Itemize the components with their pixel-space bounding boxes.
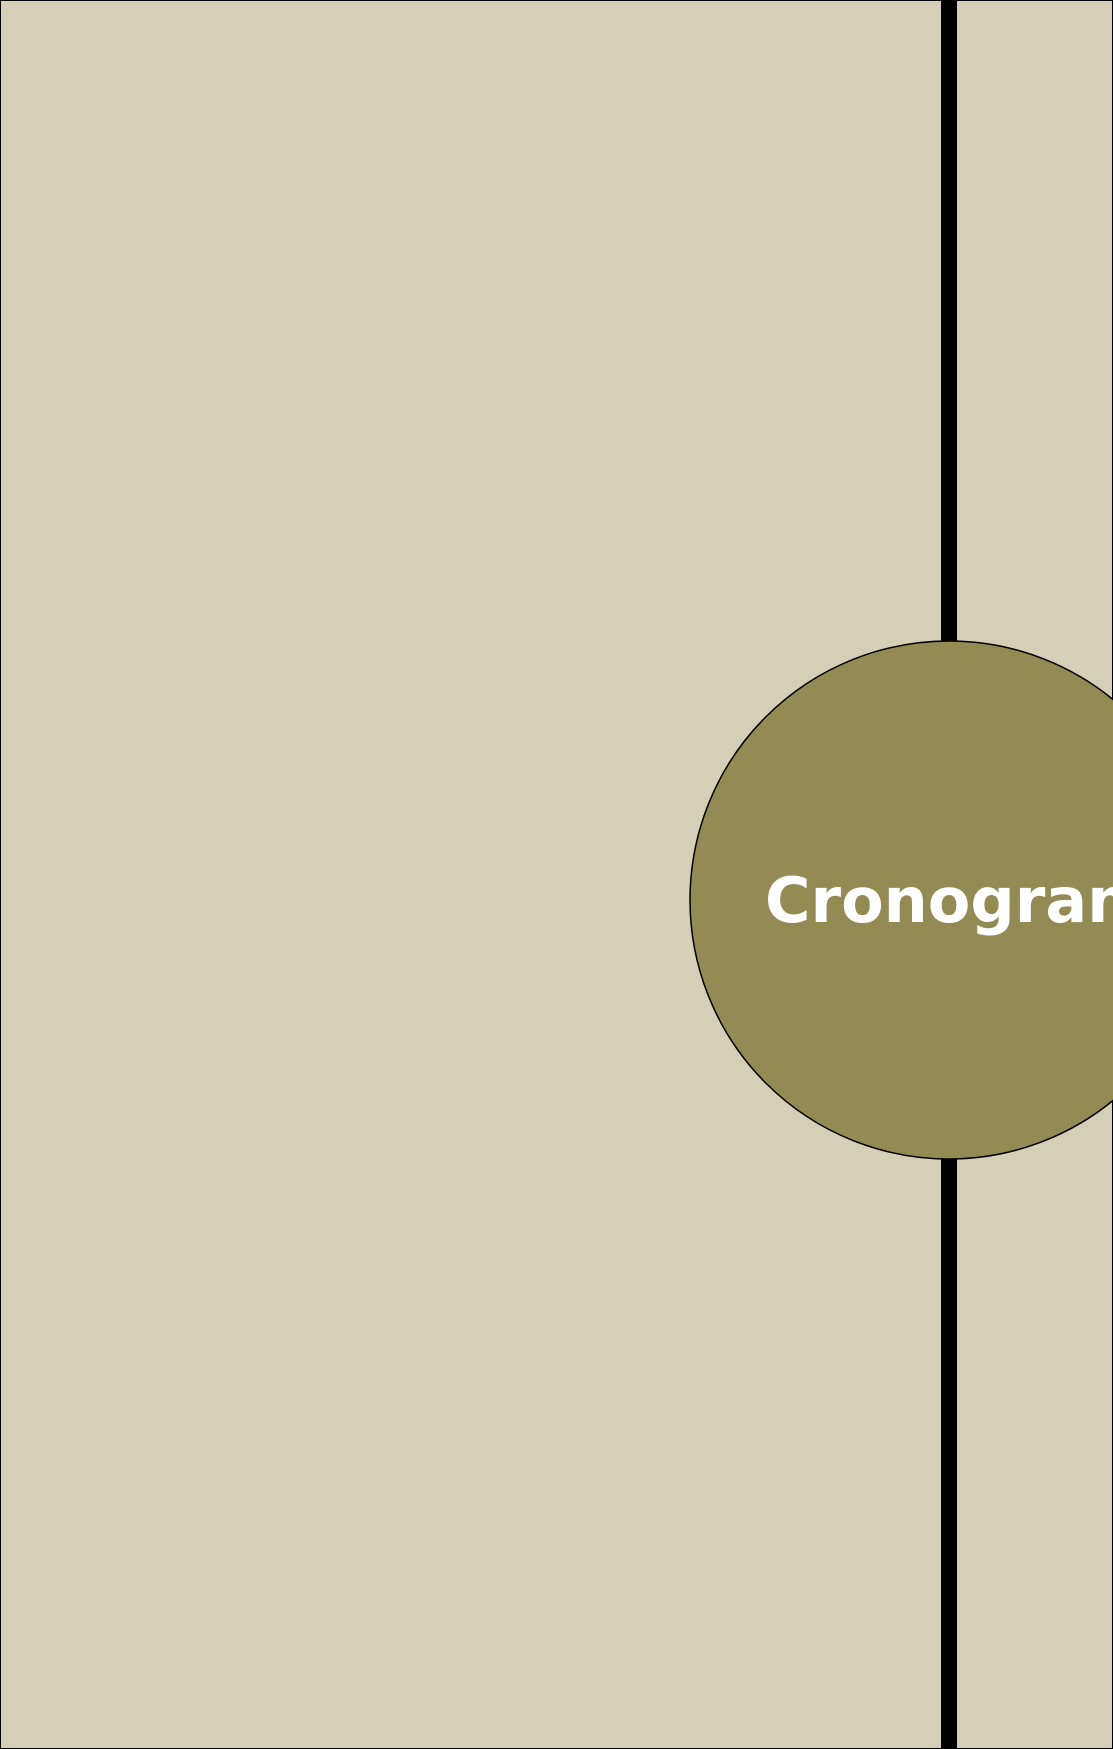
title-circle <box>689 640 1113 1160</box>
title: Cronogram <box>765 864 1113 937</box>
